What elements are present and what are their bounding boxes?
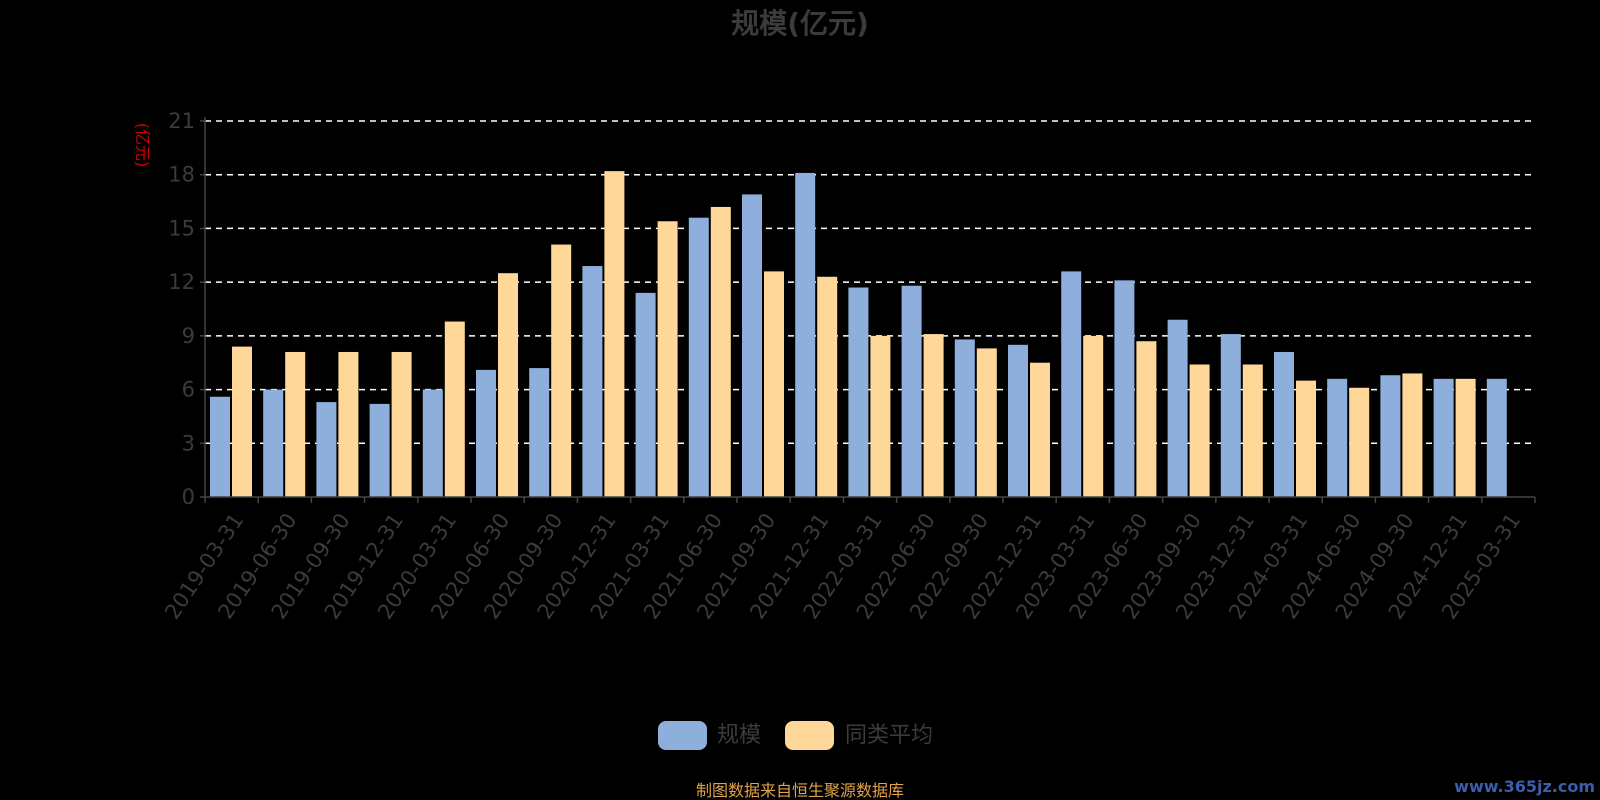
bar-scale-2022-06-30[interactable] [901, 285, 922, 497]
bar-category-average-2023-06-30[interactable] [1136, 341, 1157, 497]
bar-scale-2021-09-30[interactable] [742, 194, 762, 497]
legend-item-category-average[interactable]: 同类平均 [785, 721, 933, 750]
bar-scale-2020-09-30[interactable] [529, 368, 550, 497]
bar-category-average-2020-06-30[interactable] [498, 273, 518, 497]
bar-scale-2020-03-31[interactable] [422, 389, 443, 497]
y-tick-label: 15 [168, 216, 195, 240]
watermark-logo: www.365jz.com [1454, 777, 1595, 796]
bar-category-average-2021-03-31[interactable] [657, 221, 678, 497]
bar-category-average-2022-06-30[interactable] [923, 334, 944, 497]
legend-item-scale[interactable]: 规模 [658, 721, 761, 750]
legend-label-category-average: 同类平均 [845, 723, 933, 748]
bar-category-average-2021-12-31[interactable] [817, 276, 838, 497]
bar-category-average-2024-06-30[interactable] [1349, 387, 1370, 497]
bar-category-average-2020-12-31[interactable] [604, 171, 625, 497]
bar-scale-2020-12-31[interactable] [582, 266, 603, 497]
y-tick-label: 21 [168, 109, 195, 133]
bar-category-average-2024-03-31[interactable] [1296, 380, 1316, 497]
bar-scale-2019-06-30[interactable] [263, 389, 284, 497]
bar-scale-2021-06-30[interactable] [688, 217, 709, 497]
bar-category-average-2019-06-30[interactable] [285, 351, 306, 497]
bar-scale-2021-03-31[interactable] [635, 292, 656, 497]
bars [210, 171, 1507, 497]
legend-swatch-category-average [785, 721, 834, 750]
x-axis-ticks: 2019-03-312019-06-302019-09-302019-12-31… [160, 509, 1525, 624]
bar-scale-2021-12-31[interactable] [795, 172, 816, 497]
y-tick-label: 3 [182, 431, 195, 455]
bar-category-average-2021-09-30[interactable] [764, 271, 784, 497]
bar-category-average-2022-03-31[interactable] [870, 335, 891, 497]
y-tick-label: 12 [168, 270, 195, 294]
bar-scale-2023-09-30[interactable] [1167, 319, 1188, 497]
bar-category-average-2019-03-31[interactable] [232, 346, 252, 497]
legend: 规模 同类平均 [658, 721, 933, 750]
chart-title: 规模(亿元) [731, 7, 869, 40]
bar-category-average-2022-09-30[interactable] [976, 348, 997, 497]
bar-category-average-2019-12-31[interactable] [391, 351, 412, 497]
bar-scale-2019-03-31[interactable] [210, 396, 230, 497]
y-tick-label: 18 [168, 163, 195, 187]
bar-category-average-2019-09-30[interactable] [338, 351, 359, 497]
bar-scale-2024-03-31[interactable] [1274, 351, 1294, 497]
y-axis-ticks: 0 3 6 9 12 15 18 21 [168, 109, 195, 509]
y-axis-unit-label: (亿元) [133, 123, 152, 168]
bar-scale-2022-03-31[interactable] [848, 287, 869, 497]
bar-scale-2023-06-30[interactable] [1114, 280, 1135, 497]
bar-scale-2025-03-31[interactable] [1486, 378, 1507, 497]
y-tick-label: 0 [182, 485, 195, 509]
y-tick-label: 9 [182, 324, 195, 348]
bar-scale-2023-03-31[interactable] [1061, 271, 1082, 497]
bar-scale-2020-06-30[interactable] [476, 369, 496, 497]
bar-category-average-2021-06-30[interactable] [710, 206, 731, 497]
bar-category-average-2020-09-30[interactable] [551, 244, 572, 497]
bar-category-average-2023-12-31[interactable] [1242, 364, 1263, 497]
bar-scale-2022-09-30[interactable] [954, 339, 975, 497]
bar-category-average-2022-12-31[interactable] [1030, 362, 1050, 497]
bar-category-average-2020-03-31[interactable] [444, 321, 465, 497]
bar-scale-2019-09-30[interactable] [316, 402, 337, 497]
bar-scale-2023-12-31[interactable] [1220, 334, 1241, 497]
data-source-note: 制图数据来自恒生聚源数据库 [696, 781, 904, 800]
bar-category-average-2024-09-30[interactable] [1402, 373, 1423, 497]
bar-scale-2024-06-30[interactable] [1327, 378, 1348, 497]
legend-label-scale: 规模 [717, 723, 761, 748]
bar-scale-2019-12-31[interactable] [369, 403, 390, 497]
bar-scale-2024-09-30[interactable] [1380, 375, 1401, 497]
y-tick-label: 6 [182, 378, 195, 402]
bar-category-average-2023-03-31[interactable] [1083, 335, 1104, 497]
bar-category-average-2024-12-31[interactable] [1455, 378, 1476, 497]
bar-scale-2024-12-31[interactable] [1433, 378, 1454, 497]
legend-swatch-scale [658, 721, 707, 750]
bar-category-average-2023-09-30[interactable] [1189, 364, 1210, 497]
axes [200, 117, 1536, 503]
bar-scale-2022-12-31[interactable] [1008, 344, 1028, 497]
